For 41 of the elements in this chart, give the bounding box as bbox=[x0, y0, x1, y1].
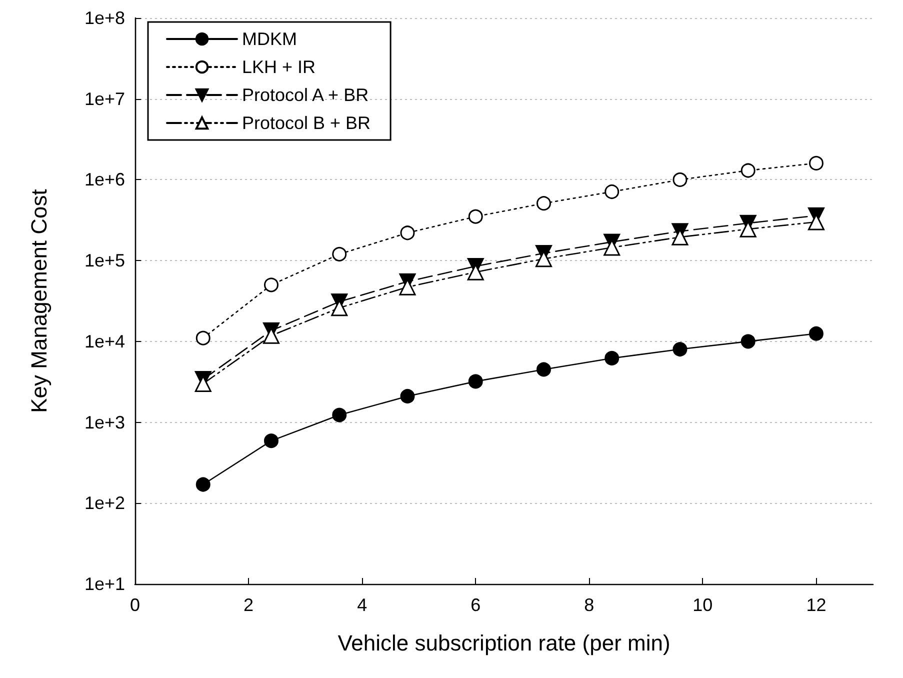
point bbox=[808, 156, 824, 170]
y-tick-label: 1e+2 bbox=[84, 493, 125, 514]
point bbox=[740, 334, 756, 349]
legend-label: LKH + IR bbox=[242, 57, 316, 77]
point bbox=[604, 184, 620, 199]
legend-label: MDKM bbox=[242, 29, 297, 49]
legend-label: Protocol B + BR bbox=[242, 113, 371, 133]
y-tick-label: 1e+8 bbox=[84, 8, 125, 28]
point bbox=[400, 388, 415, 404]
x-tick-label: 8 bbox=[584, 595, 594, 615]
y-tick-label: 1e+1 bbox=[84, 574, 125, 594]
point bbox=[468, 374, 483, 389]
x-tick-label: 12 bbox=[806, 595, 826, 615]
point bbox=[264, 278, 278, 292]
point bbox=[672, 172, 688, 187]
x-axis-title: Vehicle subscription rate (per min) bbox=[338, 630, 670, 656]
y-tick-label: 1e+6 bbox=[84, 170, 125, 190]
x-tick-label: 4 bbox=[357, 595, 368, 615]
y-tick-label: 1e+4 bbox=[84, 331, 125, 352]
x-tick-label: 10 bbox=[692, 595, 713, 615]
point bbox=[808, 326, 824, 341]
y-tick-label: 1e+7 bbox=[84, 88, 125, 109]
point bbox=[400, 226, 415, 240]
point bbox=[740, 163, 756, 178]
y-axis-title: Key Management Cost bbox=[26, 189, 52, 413]
x-tick-label: 2 bbox=[244, 595, 254, 615]
point bbox=[536, 362, 551, 377]
point bbox=[332, 246, 347, 262]
legend-label: Protocol A + BR bbox=[242, 85, 369, 105]
x-tick-label: 0 bbox=[130, 595, 140, 615]
point bbox=[332, 408, 347, 422]
point bbox=[604, 350, 620, 366]
y-tick-label: 1e+3 bbox=[84, 412, 125, 432]
x-tick-label: 6 bbox=[470, 595, 481, 615]
point bbox=[672, 342, 688, 357]
y-tick-label: 1e+5 bbox=[84, 250, 125, 271]
point bbox=[468, 209, 483, 224]
point bbox=[264, 434, 278, 448]
point bbox=[536, 196, 551, 211]
point bbox=[196, 477, 210, 492]
point bbox=[196, 330, 210, 346]
